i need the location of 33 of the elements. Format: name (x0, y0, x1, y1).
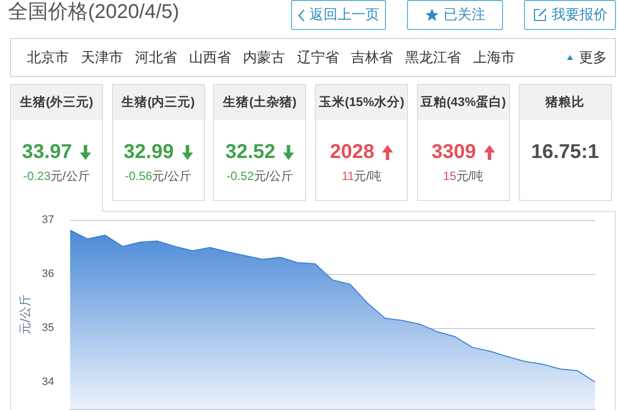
category-label: 吉林省 (351, 48, 393, 66)
text: 全国价格(2020/4/5) (8, 0, 180, 25)
category-label: 生猪(内三元) (112, 85, 204, 120)
category-label: 天津市 (81, 48, 123, 66)
category-label: 北京市 (27, 48, 69, 66)
category-label: 玉米(15%水分) (316, 85, 408, 120)
category-label: 山西省 (189, 48, 231, 66)
y-tick-label: 35 (42, 322, 54, 334)
y-axis-title: 元/公斤 (18, 294, 32, 335)
text: 16.75:1 (531, 140, 599, 162)
text: -0.52元/公斤 (226, 168, 294, 184)
text: -0.56元/公斤 (124, 168, 192, 184)
category-label: 辽宁省 (297, 48, 339, 66)
category-label: 生猪(土杂猪) (214, 85, 306, 120)
text: 2028 (330, 140, 374, 162)
y-tick-label: 36 (42, 268, 54, 280)
category-label: 黑龙江省 (405, 48, 461, 66)
text: 32.52 (225, 140, 276, 162)
category-label: 猪粮比 (520, 85, 610, 120)
text: 15元/吨 (442, 168, 484, 184)
text: 33.97 (22, 140, 72, 162)
text: 3309 (432, 140, 476, 162)
category-label: 河北省 (135, 48, 177, 66)
category-label: 上海市 (473, 48, 515, 66)
y-tick-label: 34 (42, 376, 54, 388)
text: 32.99 (124, 140, 174, 162)
category-label: 豆粕(43%蛋白) (418, 85, 509, 120)
category-label: 生猪(外三元) (11, 85, 102, 120)
text: 更多 (579, 48, 607, 66)
y-tick-label: 37 (42, 214, 54, 226)
category-label: 内蒙古 (243, 48, 285, 66)
text: -0.23元/公斤 (23, 168, 90, 184)
text: 11元/吨 (342, 168, 382, 184)
